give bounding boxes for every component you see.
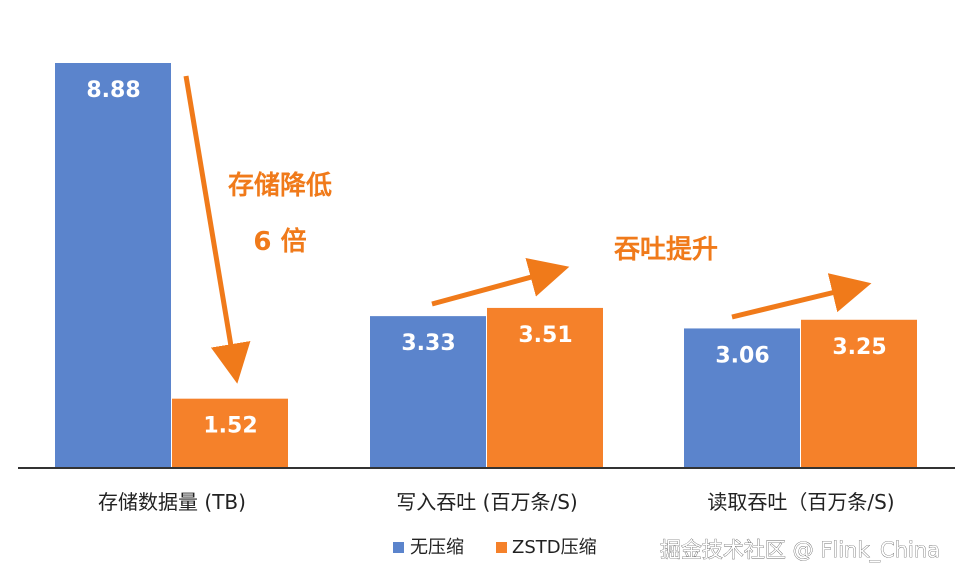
x-tick-label: 读取吞吐（百万条/S): [707, 490, 894, 514]
bar-no-compression-2: [684, 328, 800, 468]
bar-zstd-1: [487, 307, 603, 468]
watermark: 掘金技术社区 @ Flink_China: [660, 538, 940, 563]
bar-no-compression-1: [370, 316, 486, 468]
write-increase-arrow: [431, 257, 570, 307]
x-tick-label: 存储数据量 (TB): [98, 490, 246, 514]
bar-value-label: 3.25: [832, 335, 886, 360]
bar-value-label: 3.33: [401, 331, 455, 356]
legend-swatch-zstd: [496, 542, 507, 553]
read-increase-arrow: [731, 273, 872, 320]
legend: 无压缩 ZSTD压缩: [393, 537, 597, 558]
x-tick-label: 写入吞吐 (百万条/S): [396, 490, 577, 514]
storage-decrease-arrow: [183, 75, 251, 384]
legend-swatch-no-compression: [393, 542, 404, 553]
bar-value-label: 1.52: [203, 414, 257, 439]
legend-label-zstd: ZSTD压缩: [512, 537, 597, 558]
annotation-throughput-up: 吞吐提升: [614, 235, 718, 265]
annotation-storage-drop: 存储降低: [228, 170, 332, 201]
bar-zstd-2: [801, 319, 917, 468]
annotation-storage-factor: 6 倍: [253, 226, 306, 257]
bar-zstd-0: [172, 398, 288, 468]
bar-value-label: 3.51: [518, 323, 572, 348]
bar-value-label: 8.88: [86, 78, 140, 103]
bar-no-compression-0: [55, 63, 171, 468]
bar-value-label: 3.06: [715, 343, 769, 368]
legend-label-no-compression: 无压缩: [410, 537, 464, 558]
